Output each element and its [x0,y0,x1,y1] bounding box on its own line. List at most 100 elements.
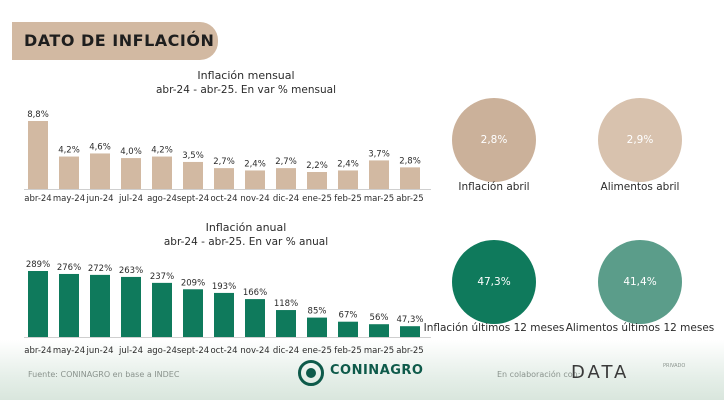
bar-mar-25 [369,324,389,337]
value-label: 263% [119,266,143,276]
tick-label: mar-25 [364,194,394,204]
tick-label: dic-24 [273,346,299,356]
bar-jun-24 [90,274,110,337]
value-label: 272% [88,264,112,274]
value-label: 67% [339,311,358,321]
monthly-chart-title: Inflación mensual [197,69,295,82]
tick-label: oct-24 [210,194,237,204]
value-label: 4,2% [58,146,80,156]
data-logo: DATA [571,362,630,383]
tick-label: may-24 [53,194,85,204]
value-label: 4,0% [120,147,142,157]
title-banner [12,22,218,60]
value-label: 2,4% [244,159,266,169]
collaboration-note: En colaboración con: [497,370,581,379]
value-label: 8,8% [27,110,49,120]
annual-inflation-chart: 289% abr-24 276% may-24 272% jun-24 263% jul-24… [24,260,431,356]
bar-may-24 [59,156,79,189]
value-label: 56% [370,313,389,323]
bar-jul-24 [121,158,141,189]
grass-background [0,340,724,400]
tick-label: abr-24 [24,194,51,204]
tick-label: feb-25 [334,194,362,204]
value-label: 85% [308,307,327,317]
tick-label: nov-24 [240,194,269,204]
value-label: 166% [243,288,267,298]
kpi-label: Inflación abril [458,181,530,193]
value-label: 4,6% [89,142,111,152]
bar-jun-24 [90,153,110,189]
value-label: 47,3% [396,315,423,325]
tick-label: nov-24 [240,346,269,356]
tick-label: ene-25 [302,346,332,356]
kpi-food-monthly-circle: 2,9% [598,98,682,182]
value-label: 209% [181,278,205,288]
value-label: 3,5% [182,151,204,161]
value-label: 193% [212,282,236,292]
value-label: 289% [26,260,50,270]
data-logo-sub: PRIVADO [663,363,686,369]
bar-oct-24 [214,292,234,337]
bar-nov-24 [245,299,265,337]
tick-label: jul-24 [118,194,143,204]
tick-label: dic-24 [273,194,299,204]
tick-label: oct-24 [210,346,237,356]
tick-label: sept-24 [177,194,209,204]
kpi-annual-inflation-circle: 47,3% [452,240,536,324]
tick-label: ago-24 [147,194,177,204]
bar-ago-24 [152,156,172,189]
bar-ene-25 [307,317,327,337]
bar-ene-25 [307,172,327,189]
bar-abr-24 [28,271,48,337]
bar-ago-24 [152,282,172,337]
value-label: 2,2% [306,161,328,171]
tick-label: feb-25 [334,346,362,356]
tick-label: may-24 [53,346,85,356]
value-label: 276% [57,263,81,273]
tick-label: sept-24 [177,346,209,356]
bar-abr-24 [28,121,48,189]
annual-chart-subtitle: abr-24 - abr-25. En var % anual [163,236,329,248]
value-label: 2,8% [399,156,421,166]
value-label: 118% [274,299,298,309]
tick-label: abr-25 [396,194,423,204]
monthly-chart-subtitle: abr-24 - abr-25. En var % mensual [156,84,336,96]
bar-dic-24 [276,310,296,337]
kpi-label: Inflación últimos 12 meses [423,322,565,334]
coninagro-logo-icon [298,360,324,386]
page-title: DATO DE INFLACIÓN [24,31,215,50]
bar-feb-25 [338,321,358,337]
value-label: 3,7% [368,149,390,159]
value-label: 2,4% [337,159,359,169]
bar-dic-24 [276,168,296,189]
tick-label: abr-25 [396,346,423,356]
kpi-monthly-inflation-circle: 2,8% [452,98,536,182]
bar-sept-24 [183,161,203,189]
monthly-inflation-chart: 8,8% abr-24 4,2% may-24 4,6% jun-24 4,0% jul-24… [24,110,431,204]
coninagro-brand: CONINAGRO [330,363,424,378]
tick-label: ene-25 [302,194,332,204]
tick-label: jul-24 [118,346,143,356]
value-label: 2,7% [275,157,297,167]
value-label: 4,2% [151,146,173,156]
value-label: 2,7% [213,157,235,167]
tick-label: ago-24 [147,346,177,356]
bar-feb-25 [338,170,358,189]
annual-chart-title: Inflación anual [205,221,287,234]
kpi-value: 2,9% [626,134,654,146]
kpi-label: Alimentos abril [600,181,680,193]
kpi-value: 2,8% [480,134,508,146]
bar-abr-25 [400,167,420,189]
kpi-label: Alimentos últimos 12 meses [565,322,715,334]
bar-nov-24 [245,170,265,189]
bar-may-24 [59,273,79,337]
tick-label: abr-24 [24,346,51,356]
kpi-food-annual-circle: 41,4% [598,240,682,324]
bar-abr-25 [400,326,420,337]
kpi-value: 47,3% [477,276,511,288]
bar-jul-24 [121,276,141,337]
value-label: 237% [150,272,174,282]
bar-oct-24 [214,168,234,189]
bar-mar-25 [369,160,389,189]
source-note: Fuente: CONINAGRO en base a INDEC [28,370,180,379]
